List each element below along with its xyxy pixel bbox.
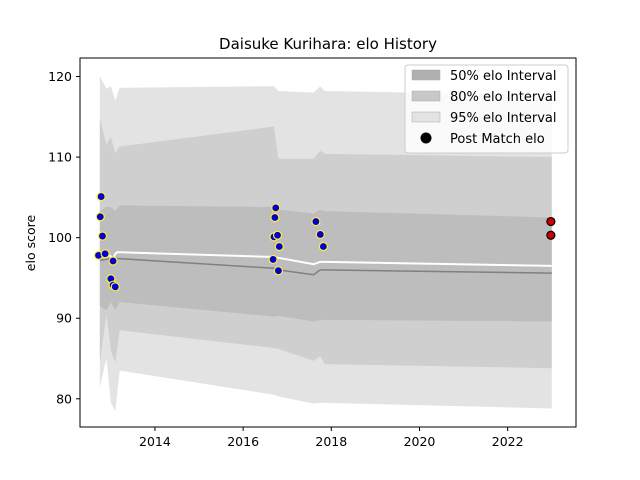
legend-label-50: 50% elo Interval <box>450 69 557 84</box>
x-tick-label: 2020 <box>404 434 436 449</box>
x-tick-label: 2022 <box>492 434 524 449</box>
post-match-point <box>272 230 283 240</box>
y-axis: 80 90 100 110 120 <box>48 69 80 406</box>
legend-swatch-95 <box>411 111 441 123</box>
y-tick-label: 110 <box>48 150 72 165</box>
post-match-point <box>95 212 105 222</box>
y-tick-label: 80 <box>56 391 72 406</box>
plot-area <box>93 76 556 411</box>
legend-label-post-match: Post Match elo <box>450 132 545 147</box>
legend-swatch-80 <box>411 90 441 102</box>
y-tick-label: 90 <box>56 311 72 326</box>
x-tick-label: 2018 <box>315 434 347 449</box>
legend: 50% elo Interval 80% elo Interval 95% el… <box>404 64 569 154</box>
post-match-point <box>271 203 281 213</box>
post-match-point <box>315 229 325 240</box>
y-tick-label: 100 <box>48 230 72 245</box>
post-match-point <box>270 212 280 223</box>
legend-swatch-50 <box>411 69 441 81</box>
chart-title: Daisuke Kurihara: elo History <box>219 35 437 53</box>
post-match-point <box>108 256 118 266</box>
post-match-point <box>110 282 120 292</box>
post-match-point <box>318 241 328 252</box>
legend-label-80: 80% elo Interval <box>450 90 557 105</box>
legend-label-95: 95% elo Interval <box>450 111 557 126</box>
y-axis-label: elo score <box>23 215 38 272</box>
x-tick-label: 2014 <box>139 434 171 449</box>
post-match-point <box>273 266 283 276</box>
legend-box <box>404 64 569 154</box>
post-match-point <box>96 191 106 202</box>
x-tick-label: 2016 <box>227 434 259 449</box>
band-50-percent <box>99 205 552 322</box>
post-match-point <box>268 254 278 265</box>
post-match-point <box>546 230 556 240</box>
legend-marker-post-match <box>420 132 432 144</box>
post-match-point <box>546 216 556 227</box>
post-match-point <box>100 249 110 259</box>
y-tick-label: 120 <box>48 69 72 84</box>
plot-frame <box>79 57 577 428</box>
post-match-point <box>311 216 321 227</box>
post-match-point <box>97 231 108 241</box>
x-axis: 2014 2016 2018 2020 2022 <box>139 427 524 449</box>
post-match-point <box>274 241 284 252</box>
